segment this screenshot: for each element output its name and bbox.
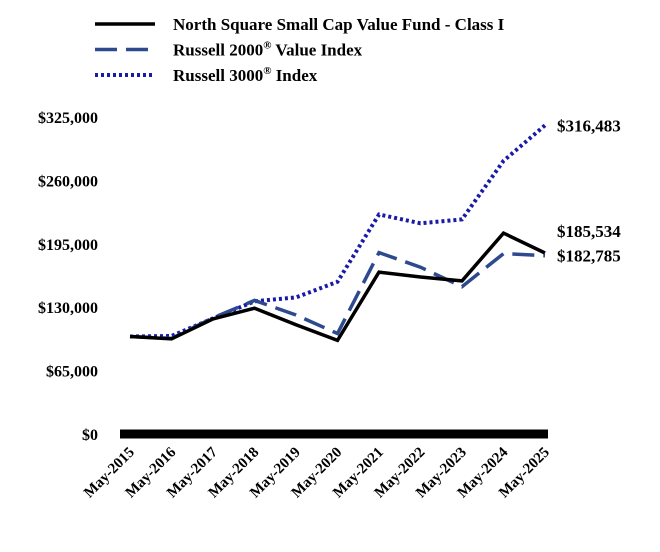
legend-label-3: Russell 3000® Index — [173, 65, 318, 85]
y-tick-label: $325,000 — [38, 110, 98, 127]
legend: North Square Small Cap Value Fund - Clas… — [95, 15, 505, 85]
end-value-label-3: $316,483 — [557, 116, 621, 135]
legend-label-2: Russell 2000® Value Index — [173, 40, 363, 60]
y-tick-label: $0 — [82, 427, 98, 444]
y-tick-label: $195,000 — [38, 237, 98, 254]
x-axis: May-2015May-2016May-2017May-2018May-2019… — [81, 429, 553, 501]
series-lines — [129, 123, 547, 343]
end-value-label-1: $185,534 — [557, 222, 621, 241]
x-axis-line — [120, 429, 548, 439]
series-line-2 — [129, 250, 546, 341]
y-tick-label: $65,000 — [46, 364, 98, 381]
y-tick-label: $260,000 — [38, 173, 98, 190]
y-axis: $0 $65,000 $130,000 $195,000 $260,000 $325,00… — [38, 110, 98, 444]
series-line-3 — [129, 123, 547, 339]
legend-label-1: North Square Small Cap Value Fund - Clas… — [173, 15, 505, 34]
y-tick-label: $130,000 — [38, 300, 98, 317]
end-labels: $316,483 $185,534 $182,785 — [557, 116, 621, 265]
series-line-1 — [129, 230, 546, 343]
end-value-label-2: $182,785 — [557, 247, 621, 266]
